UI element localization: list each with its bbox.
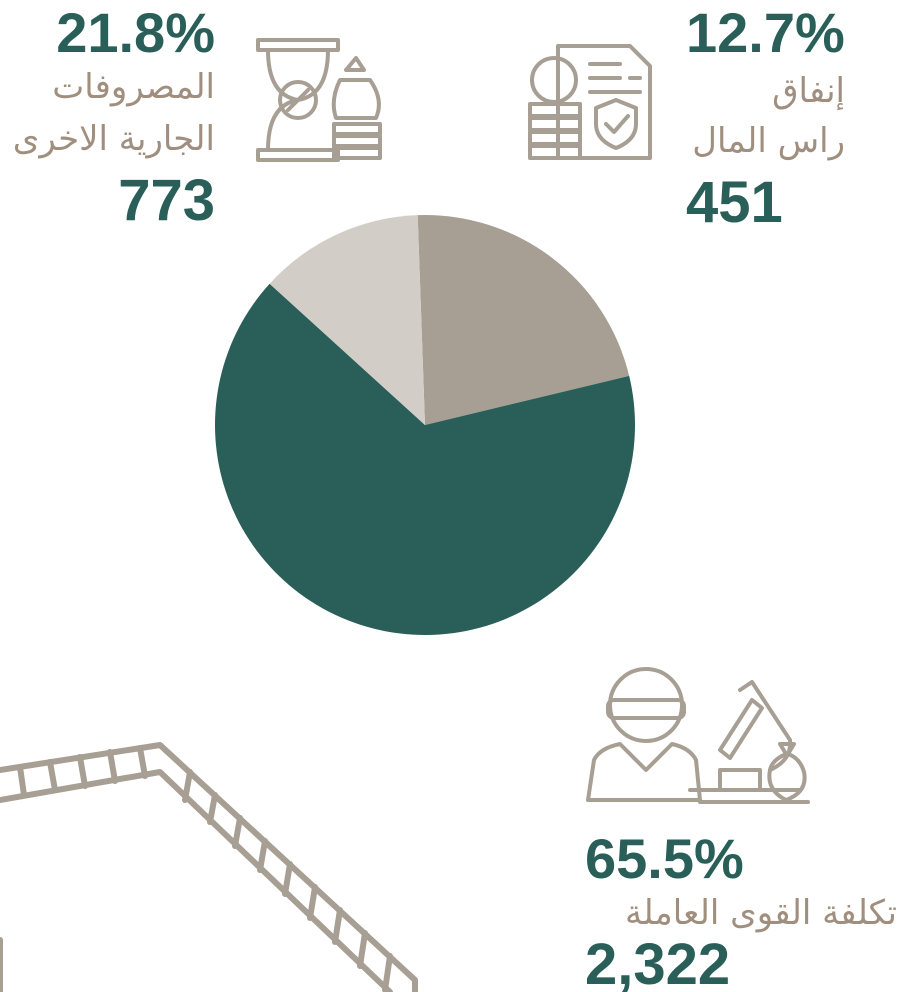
category-label: إنفاق xyxy=(772,71,845,111)
decorative-stripes xyxy=(0,745,415,992)
infographic: 21.8%المصروفات الجارية الاخرى 773 65.5%تكلف… xyxy=(0,0,924,992)
amount-label: 451 xyxy=(686,170,783,235)
icon-document xyxy=(530,46,650,158)
category-label: تكلفة القوى العاملة xyxy=(625,893,897,933)
amount-label: 773 xyxy=(118,168,215,233)
amount-label: 2,322 xyxy=(585,932,730,992)
icon-worker xyxy=(588,669,808,802)
category-label: الجارية الاخرى xyxy=(13,119,215,159)
icon-hourglass xyxy=(258,40,380,160)
category-label: راس المال xyxy=(692,121,845,161)
category-label: المصروفات xyxy=(52,67,215,107)
percent-label: 21.8% xyxy=(56,1,215,64)
percent-label: 12.7% xyxy=(686,1,845,64)
percent-label: 65.5% xyxy=(585,827,744,890)
